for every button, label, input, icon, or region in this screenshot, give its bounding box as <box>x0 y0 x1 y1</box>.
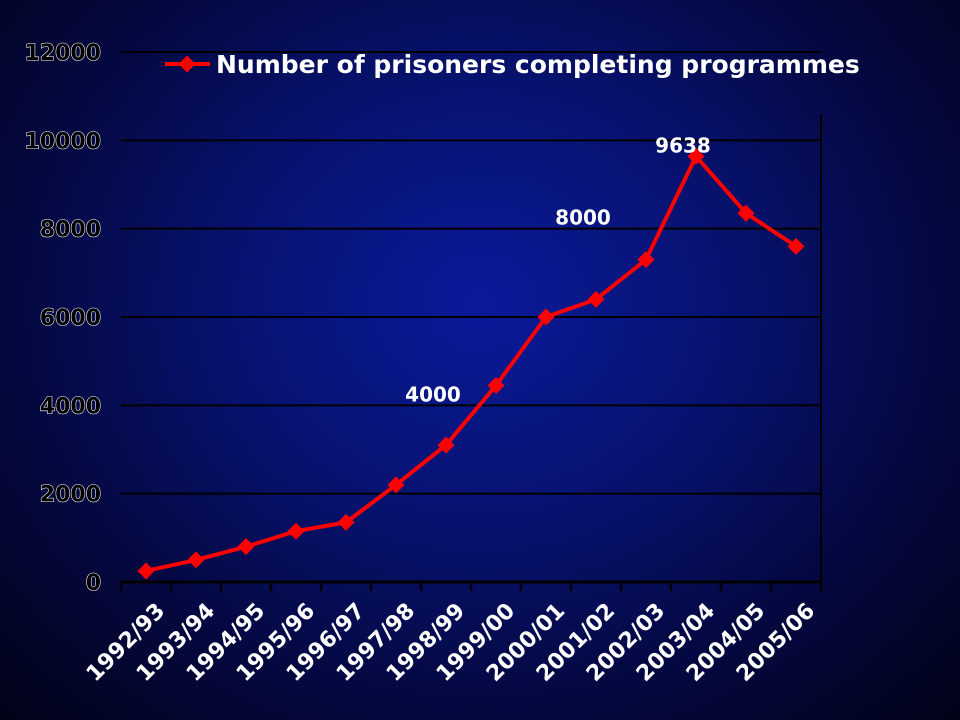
y-tick-labels: 0 2000 4000 6000 8000 10000 12000 <box>24 40 102 596</box>
legend-label: Number of prisoners completing programme… <box>216 50 860 79</box>
data-point <box>337 513 355 531</box>
y-tick-label: 12000 <box>24 41 101 66</box>
data-point <box>437 436 455 454</box>
axes <box>119 114 823 591</box>
data-point <box>587 290 605 308</box>
y-tick-label: 8000 <box>40 218 101 243</box>
data-label: 4000 <box>405 382 461 406</box>
data-point <box>237 538 255 556</box>
y-tick-label: 0 <box>86 571 101 596</box>
data-annotations: 4000 8000 9638 <box>405 133 711 406</box>
data-point <box>487 376 505 394</box>
data-point <box>387 476 405 494</box>
y-tick-label: 4000 <box>40 394 101 419</box>
data-series <box>137 147 805 580</box>
x-tick-labels: 1992/931993/941994/951995/961996/971997/… <box>82 599 820 687</box>
y-tick-label: 10000 <box>24 129 101 154</box>
series-line <box>145 154 798 573</box>
legend: Number of prisoners completing programme… <box>165 50 860 79</box>
y-tick-label: 2000 <box>40 483 101 508</box>
data-point <box>537 308 555 326</box>
data-label: 9638 <box>655 133 711 157</box>
data-point <box>687 147 705 165</box>
data-point <box>787 237 805 255</box>
data-point <box>287 522 305 540</box>
y-tick-label: 6000 <box>40 306 101 331</box>
gridlines <box>121 51 821 495</box>
data-label: 8000 <box>555 206 611 230</box>
data-point <box>737 204 755 222</box>
legend-marker <box>178 55 196 73</box>
data-point <box>187 551 205 569</box>
data-point <box>137 562 155 580</box>
